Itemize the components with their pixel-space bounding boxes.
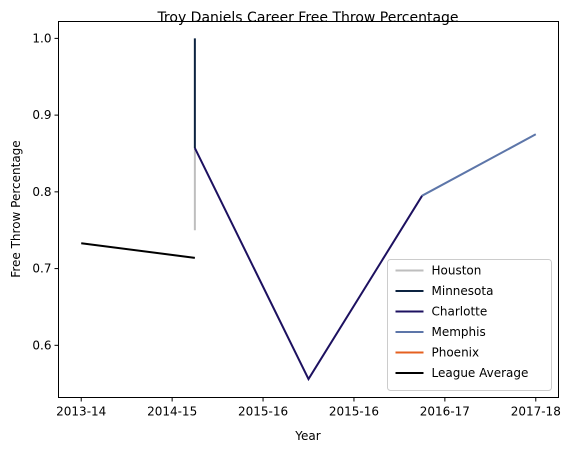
chart-title: Troy Daniels Career Free Throw Percentag… xyxy=(156,10,458,26)
legend-label-5: League Average xyxy=(432,366,529,380)
x-tick-label-5: 2017-18 xyxy=(511,405,561,419)
y-tick-label-2: 0.8 xyxy=(32,185,51,199)
plot-area xyxy=(81,38,537,382)
legend: Houston Minnesota Charlotte Memphis Phoenix L… xyxy=(387,259,552,391)
y-axis-title: Free Throw Percentage xyxy=(9,140,23,277)
x-tick-label-4: 2016-17 xyxy=(420,405,470,419)
y-axis: 0.6 0.7 0.8 0.9 1.0 xyxy=(32,31,59,352)
x-axis: 2013-14 2014-15 2015-16 2015-16 2016-17 2017-… xyxy=(56,397,561,419)
x-tick-label-1: 2014-15 xyxy=(147,405,197,419)
x-tick-label-3: 2015-16 xyxy=(329,405,379,419)
y-tick-label-1: 0.7 xyxy=(32,262,51,276)
y-tick-label-3: 0.9 xyxy=(32,108,51,122)
series-line-2 xyxy=(193,147,423,382)
series-line-5 xyxy=(81,242,195,259)
series-line-3 xyxy=(421,133,537,197)
legend-box xyxy=(387,259,552,391)
y-tick-label-4: 1.0 xyxy=(32,31,51,45)
plot-frame xyxy=(58,21,559,398)
x-tick-label-0: 2013-14 xyxy=(56,405,106,419)
legend-label-4: Phoenix xyxy=(432,346,480,360)
legend-label-2: Charlotte xyxy=(432,305,488,319)
legend-label-1: Minnesota xyxy=(432,284,494,298)
y-tick-label-0: 0.6 xyxy=(32,338,51,352)
legend-label-0: Houston xyxy=(432,264,482,278)
x-tick-label-2: 2015-16 xyxy=(238,405,288,419)
legend-label-3: Memphis xyxy=(432,325,486,339)
x-axis-title: Year xyxy=(294,429,320,443)
